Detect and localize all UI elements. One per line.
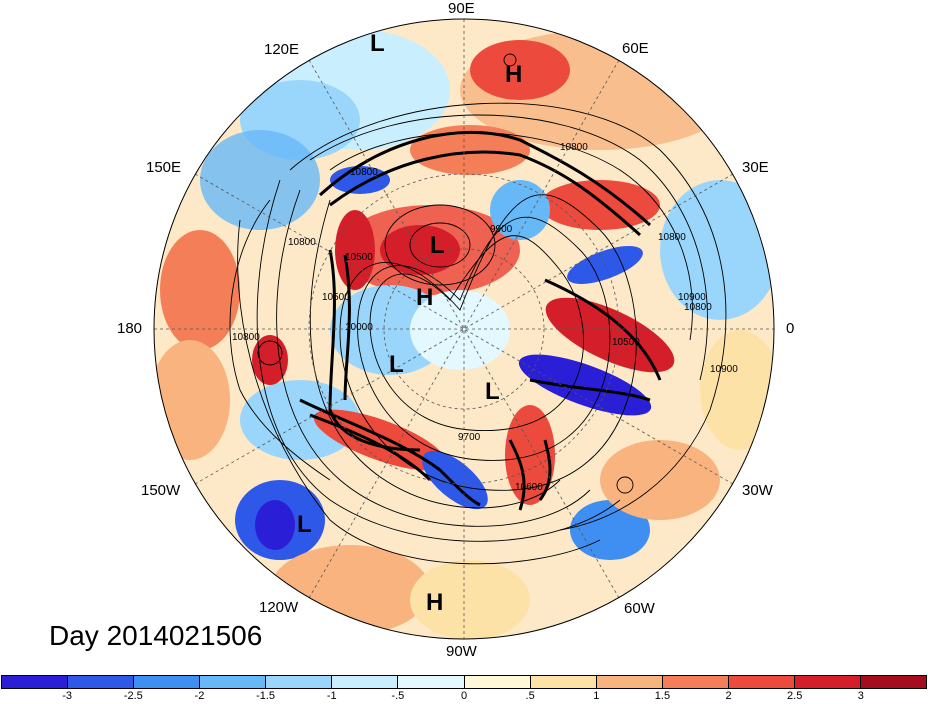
height-contours — [229, 53, 727, 565]
colorbar-segment — [728, 676, 795, 688]
colorbar — [1, 675, 927, 689]
lon-label-30w: 30W — [742, 482, 773, 499]
colorbar-tick-label: 3 — [857, 690, 864, 702]
contour-label: 10900 — [710, 364, 738, 375]
colorbar-segment — [134, 676, 201, 688]
contour-label: 10800 — [232, 332, 260, 343]
colorbar-tick-label: 1.5 — [654, 690, 671, 702]
lon-label-150w: 150W — [141, 482, 181, 499]
high-pressure-marker: H — [426, 589, 444, 616]
high-pressure-marker: H — [505, 61, 523, 88]
colorbar-segment — [200, 676, 267, 688]
colorbar-tick-label: -2 — [194, 690, 205, 702]
day-label: Day 2014021506 — [49, 620, 263, 651]
colorbar-tick-label: -1.5 — [256, 690, 276, 702]
graticule — [154, 19, 774, 639]
lon-label-90w: 90W — [446, 643, 477, 660]
contour-label: 10600 — [515, 482, 543, 493]
lon-label-180: 180 — [117, 320, 143, 337]
colorbar-segment — [266, 676, 333, 688]
colorbar-tick-label: -2.5 — [123, 690, 143, 702]
colorbar-ticks: -3 -2.5 -2 -1.5 -1 -.5 0 .5 1 1.5 2 2.5 3 — [0, 690, 928, 704]
contour-label: 10800 — [288, 237, 316, 248]
contour-label: 10500 — [345, 252, 373, 263]
lon-label-120e: 120E — [264, 41, 300, 58]
lon-label-120w: 120W — [259, 599, 299, 616]
contour-label: 10800 — [684, 302, 712, 313]
colorbar-segment — [794, 676, 862, 688]
low-pressure-marker: L — [370, 30, 385, 57]
contour-label: 10000 — [345, 322, 373, 333]
lon-label-0: 0 — [786, 320, 795, 337]
colorbar-segment — [398, 676, 465, 688]
contour-label: 10500 — [322, 292, 350, 303]
colorbar-tick-label: 2 — [725, 690, 732, 702]
colorbar-segment — [662, 676, 729, 688]
colorbar-segment — [332, 676, 399, 688]
colorbar-segment — [2, 676, 69, 688]
contour-label: 10800 — [350, 167, 378, 178]
colorbar-segment — [68, 676, 135, 688]
colorbar-tick-label: 0 — [460, 690, 468, 702]
jet-contours — [299, 130, 662, 511]
contour-label: 10900 — [678, 292, 706, 303]
contour-label: 10800 — [658, 232, 686, 243]
contour-label: 9700 — [458, 432, 481, 443]
colorbar-segment — [596, 676, 663, 688]
low-pressure-marker: L — [297, 511, 312, 538]
colorbar-tick-label: -1 — [326, 690, 337, 702]
colorbar-segment — [464, 676, 531, 688]
lon-label-60w: 60W — [624, 600, 655, 617]
low-pressure-marker: L — [389, 351, 404, 378]
colorbar-tick-label: -.5 — [391, 690, 405, 702]
contour-label: 10800 — [560, 142, 588, 153]
low-pressure-marker: L — [485, 378, 500, 405]
lon-label-150e: 150E — [146, 159, 182, 176]
lon-label-90e: 90E — [448, 0, 475, 17]
low-pressure-marker: L — [430, 232, 445, 259]
colorbar-tick-label: -3 — [62, 690, 73, 702]
contour-label: 9900 — [490, 224, 513, 235]
colorbar-tick-label: .5 — [525, 690, 535, 702]
colorbar-tick-label: 2.5 — [787, 690, 803, 702]
lon-label-60e: 60E — [622, 40, 649, 57]
colorbar-segment — [861, 676, 927, 688]
colorbar-tick-label: 1 — [593, 690, 600, 702]
lon-label-30e: 30E — [742, 159, 769, 176]
high-pressure-marker: H — [416, 284, 434, 311]
map-boundary — [153, 18, 775, 640]
contour-label: 10500 — [612, 337, 640, 348]
colorbar-segment — [530, 676, 597, 688]
